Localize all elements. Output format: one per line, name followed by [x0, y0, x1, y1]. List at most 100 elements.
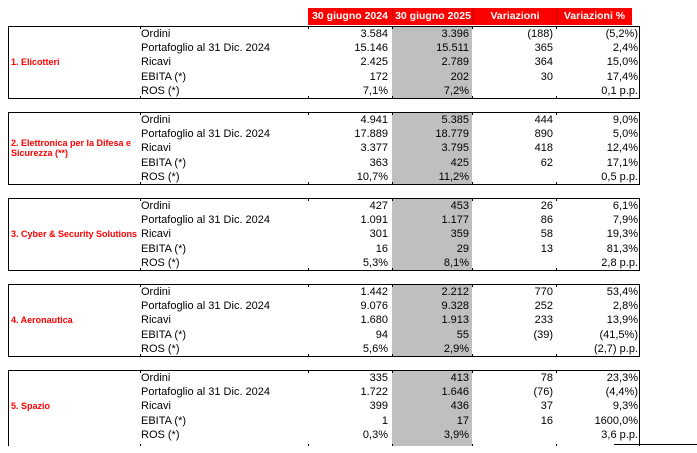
row-label: Ordini: [141, 114, 171, 126]
cell-variazioni-pct: 12,4%: [606, 142, 638, 155]
row-label: Ricavi: [141, 142, 171, 155]
cell-variazioni-pct: 19,3%: [606, 228, 638, 241]
cell-2024: 427: [369, 200, 388, 212]
header-col-variazioni-pct: Variazioni %: [556, 8, 632, 25]
cell-variazioni-pct: 1600,0%: [594, 414, 638, 427]
cell-2024: 17.889: [354, 128, 388, 141]
cell-variazioni-pct: (41,5%): [599, 328, 638, 341]
header-col-30-giugno-2025: 30 giugno 2025: [392, 8, 473, 25]
section-label: 5. Spazio: [11, 401, 51, 412]
cell-2024: 1.091: [360, 214, 388, 227]
header-col-30-giugno-2024: 30 giugno 2024: [312, 10, 388, 22]
cell-2024: 399: [369, 400, 388, 413]
row-label: Portafoglio al 31 Dic. 2024: [141, 42, 271, 55]
cell-variazioni: (39): [533, 328, 553, 341]
cell-2025: 3.795: [441, 142, 469, 155]
cell-variazioni-pct: 23,3%: [606, 372, 638, 384]
row-label: Portafoglio al 31 Dic. 2024: [141, 128, 271, 141]
cell-2025: 5.385: [441, 114, 469, 126]
cell-2025: 359: [450, 228, 469, 241]
cell-2025: 436: [450, 400, 469, 413]
cell-variazioni-pct: (2,7) p.p.: [593, 342, 638, 355]
cell-variazioni: 890: [534, 128, 553, 141]
cell-2024: 363: [369, 156, 388, 169]
cell-variazioni-pct: 5,0%: [612, 128, 638, 141]
row-label: Ordini: [141, 28, 171, 40]
cell-variazioni: 30: [540, 70, 553, 83]
section-box-spazio: 5. Spazio Ordini 335 413 78 23,3% Portaf…: [8, 370, 640, 446]
cell-variazioni: 26: [540, 200, 553, 212]
section-label: 2. Elettronica per la Difesa e Sicurezza…: [11, 137, 132, 159]
table-bottom-border-fragment: [614, 444, 697, 445]
section-box-aeronautica: 4. Aeronautica Ordini 1.442 2.212 770 53…: [8, 284, 640, 357]
cell-2024: 0,3%: [362, 428, 388, 441]
cell-variazioni: 365: [534, 42, 553, 55]
cell-variazioni: 16: [540, 414, 553, 427]
cell-2024: 10,7%: [356, 170, 388, 183]
cell-2024: 3.377: [360, 142, 388, 155]
row-label: EBITA (*): [141, 414, 187, 427]
row-label: Portafoglio al 31 Dic. 2024: [141, 386, 271, 399]
cell-2024: 94: [375, 328, 388, 341]
cell-2025: 1.913: [441, 314, 469, 327]
cell-variazioni-pct: (4,4%): [605, 386, 638, 399]
cell-2025: 8,1%: [443, 256, 469, 269]
cell-2025: 2.212: [441, 286, 469, 298]
cell-variazioni-pct: 9,0%: [612, 114, 638, 126]
section-label: 3. Cyber & Security Solutions: [11, 229, 138, 240]
cell-variazioni-pct: 53,4%: [606, 286, 638, 298]
row-label: Ricavi: [141, 314, 171, 327]
cell-2024: 301: [369, 228, 388, 241]
cell-2025: 425: [450, 156, 469, 169]
cell-2024: 9.076: [360, 300, 388, 313]
cell-variazioni: 62: [540, 156, 553, 169]
cell-2025: 453: [450, 200, 469, 212]
cell-2024: 4.941: [360, 114, 388, 126]
section-box-elettronica-difesa-sicurezza: 2. Elettronica per la Difesa e Sicurezza…: [8, 112, 640, 185]
cell-variazioni-pct: 0,1 p.p.: [601, 84, 638, 97]
cell-2024: 3.584: [360, 28, 388, 40]
cell-2024: 1.722: [360, 386, 388, 399]
cell-variazioni: 418: [534, 142, 553, 155]
section-box-elicotteri: 1. Elicotteri Ordini 3.584 3.396 (188) (…: [8, 26, 640, 99]
section-label: 1. Elicotteri: [11, 57, 60, 68]
cell-2025: 17: [456, 414, 469, 427]
row-label: ROS (*): [141, 256, 180, 269]
cell-variazioni: (76): [533, 386, 553, 399]
cell-variazioni: 364: [534, 56, 553, 69]
cell-2025: 413: [450, 372, 469, 384]
cell-2025: 7,2%: [443, 84, 469, 97]
cell-variazioni-pct: (5,2%): [605, 28, 638, 40]
cell-variazioni-pct: 0,5 p.p.: [601, 170, 638, 183]
cell-2025: 3,9%: [443, 428, 469, 441]
cell-variazioni-pct: 3,6 p.p.: [601, 428, 638, 441]
row-label: Portafoglio al 31 Dic. 2024: [141, 300, 271, 313]
cell-2024: 15.146: [354, 42, 388, 55]
row-label: Ricavi: [141, 400, 171, 413]
row-label: Ordini: [141, 372, 171, 384]
cell-2025: 15.511: [436, 42, 469, 55]
section-box-cyber-security: 3. Cyber & Security Solutions Ordini 427…: [8, 198, 640, 271]
cell-variazioni: [472, 170, 556, 184]
row-label: Ricavi: [141, 228, 171, 241]
cell-2025: 9.328: [441, 300, 469, 313]
cell-variazioni: (188): [527, 28, 553, 40]
cell-2025: 2,9%: [443, 342, 469, 355]
cell-variazioni-pct: 15,0%: [606, 56, 638, 69]
cell-variazioni: 86: [540, 214, 553, 227]
cell-2024: 5,3%: [362, 256, 388, 269]
cell-variazioni: 444: [534, 114, 553, 126]
cell-variazioni: [472, 84, 556, 98]
section-label: 4. Aeronautica: [11, 315, 73, 326]
cell-variazioni-pct: 6,1%: [612, 200, 638, 212]
cell-variazioni-pct: 17,1%: [606, 156, 638, 169]
cell-2024: 1: [381, 414, 388, 427]
cell-2024: 1.680: [360, 314, 388, 327]
table-header: 30 giugno 2024 30 giugno 2025 Variazioni…: [308, 8, 632, 25]
cell-variazioni: [472, 428, 556, 442]
cell-variazioni-pct: 81,3%: [606, 242, 638, 255]
row-label: EBITA (*): [141, 70, 187, 83]
cell-2025: 29: [456, 242, 469, 255]
cell-variazioni: [472, 342, 556, 356]
